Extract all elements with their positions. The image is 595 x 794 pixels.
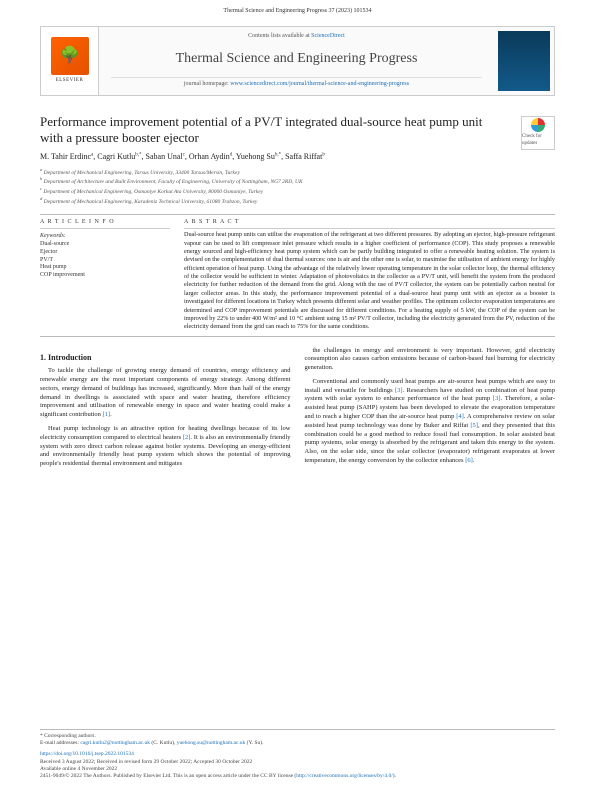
elsevier-tree-icon: 🌳 (51, 37, 89, 75)
abstract-text: Dual-source heat pump units can utilise … (184, 231, 555, 331)
divider (184, 228, 555, 229)
history: Received 3 August 2022; Received in revi… (40, 759, 555, 766)
keywords-list: Dual-sourceEjectorPV/THeat pumpCOP impro… (40, 241, 170, 280)
abstract-label: A B S T R A C T (184, 219, 555, 227)
journal-header-center: Contents lists available at ScienceDirec… (99, 27, 494, 95)
keywords-label: Keywords: (40, 233, 170, 241)
crossmark-badge[interactable]: Check for updates (521, 116, 555, 150)
emails-line: E-mail addresses: cagri.kutlu2@nottingha… (40, 740, 555, 747)
body-paragraph: To tackle the challenge of growing energ… (40, 367, 291, 420)
authors-line: M. Tahir Erdinca, Cagri Kutlub,*, Saban … (40, 152, 555, 162)
homepage-link[interactable]: www.sciencedirect.com/journal/thermal-sc… (230, 81, 409, 87)
body-paragraph: the challenges in energy and environment… (305, 347, 556, 373)
divider (40, 729, 555, 730)
crossmark-label: Check for updates (522, 134, 554, 147)
email-name: (Y. Su). (245, 740, 263, 746)
email-name: (C. Kutlu), (150, 740, 177, 746)
footer: * Corresponding authors. E-mail addresse… (40, 729, 555, 780)
abstract-column: A B S T R A C T Dual-source heat pump un… (184, 219, 555, 332)
intro-heading: 1. Introduction (40, 353, 291, 364)
contents-prefix: Contents lists available at (248, 33, 311, 39)
publisher-name: ELSEVIER (56, 78, 84, 85)
divider (40, 336, 555, 337)
email-link[interactable]: cagri.kutlu2@nottingham.ac.uk (80, 740, 150, 746)
article-info-column: A R T I C L E I N F O Keywords: Dual-sou… (40, 219, 170, 332)
sciencedirect-link[interactable]: ScienceDirect (311, 33, 345, 39)
crossmark-icon (531, 118, 545, 132)
divider (40, 228, 170, 229)
copyright-end: ). (393, 773, 396, 779)
article-info-label: A R T I C L E I N F O (40, 219, 170, 227)
email-link[interactable]: yuehong.su@nottingham.ac.uk (177, 740, 245, 746)
running-header: Thermal Science and Engineering Progress… (0, 0, 595, 20)
contents-line: Contents lists available at ScienceDirec… (111, 33, 482, 41)
homepage-prefix: journal homepage: (184, 81, 230, 87)
journal-header: 🌳 ELSEVIER Contents lists available at S… (40, 26, 555, 96)
body-paragraph: Conventional and commonly used heat pump… (305, 378, 556, 466)
divider (40, 214, 555, 215)
homepage-line: journal homepage: www.sciencedirect.com/… (111, 77, 482, 89)
body-text: 1. Introduction To tackle the challenge … (40, 347, 555, 473)
affiliations: a Department of Mechanical Engineering, … (40, 167, 555, 206)
doi-link[interactable]: https://doi.org/10.1016/j.tsep.2022.1015… (40, 751, 134, 757)
availability: Available online 4 November 2022 (40, 766, 555, 773)
journal-title: Thermal Science and Engineering Progress (111, 50, 482, 68)
emails-label: E-mail addresses: (40, 740, 80, 746)
copyright-text: 2451-9049/© 2022 The Authors. Published … (40, 773, 296, 779)
copyright: 2451-9049/© 2022 The Authors. Published … (40, 773, 555, 780)
body-paragraph: Heat pump technology is an attractive op… (40, 425, 291, 469)
journal-cover-thumbnail (498, 31, 550, 91)
article-title: Performance improvement potential of a P… (40, 114, 555, 147)
publisher-logo: 🌳 ELSEVIER (41, 27, 99, 95)
license-link[interactable]: http://creativecommons.org/licenses/by/4… (296, 773, 392, 779)
